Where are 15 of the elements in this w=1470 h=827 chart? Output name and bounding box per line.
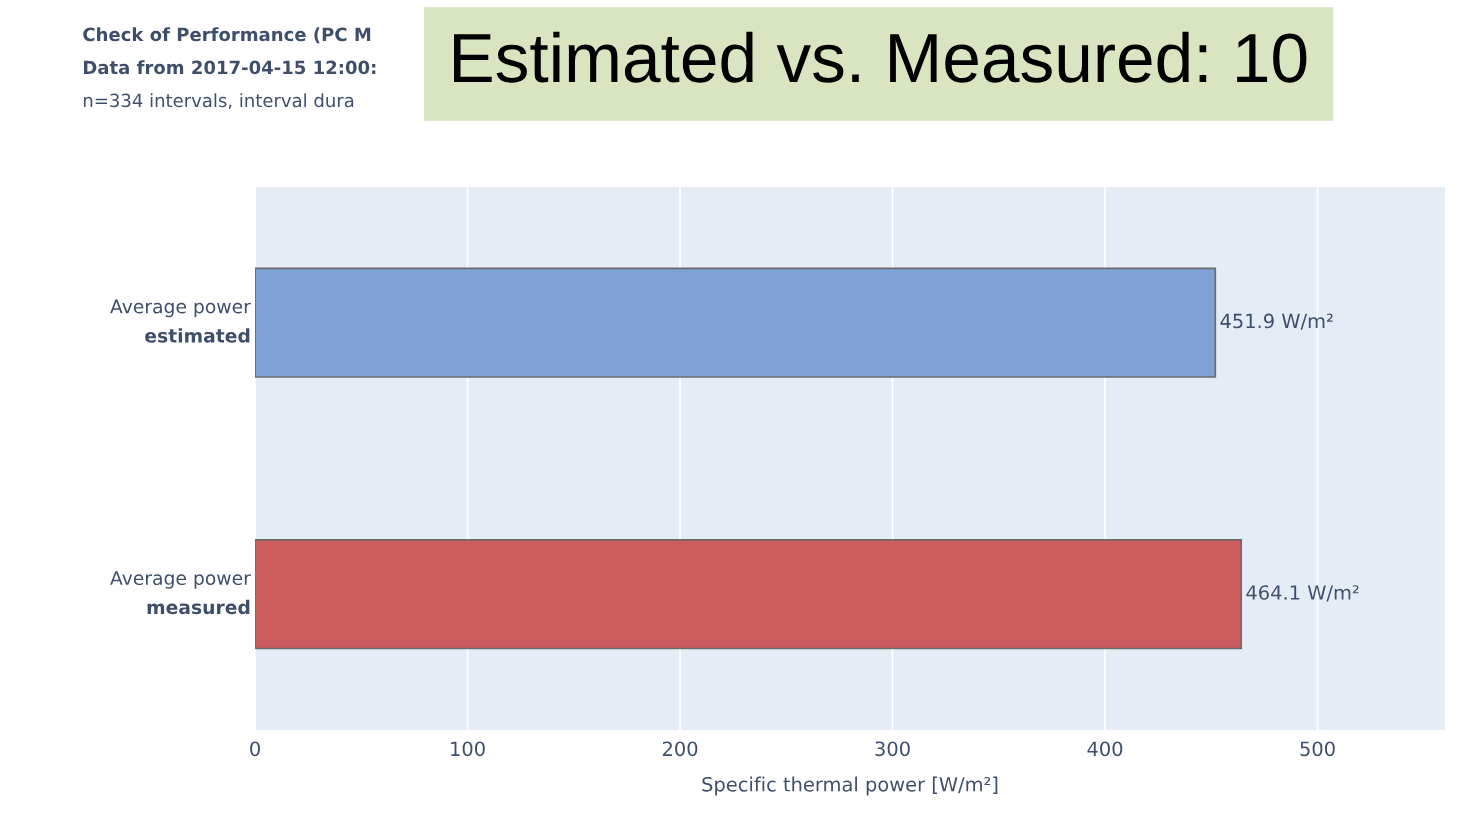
- x-tick-label: 0: [250, 741, 260, 757]
- x-tick-label: 300: [875, 741, 910, 757]
- text: Check of Performance (PC M: [83, 27, 371, 44]
- x-tick-label: 500: [1300, 741, 1335, 757]
- y-tick-label: Average power estimated: [110, 299, 251, 343]
- data-label: 451.9 W/m²: [1220, 313, 1333, 330]
- chart-title: Estimated vs. Measured: 10: [454, 31, 1307, 83]
- y-tick-label: Average power measured: [110, 571, 251, 615]
- data-label: 464.1 W/m²: [1246, 585, 1359, 602]
- text: Data from 2017-04-15 12:00:: [83, 60, 376, 75]
- text: n=334 intervals, interval dura: [83, 93, 354, 110]
- x-axis-title: Specific thermal power [W/m²]: [702, 776, 998, 796]
- x-tick-label: 200: [662, 741, 698, 757]
- x-tick-label: 100: [451, 741, 485, 757]
- x-tick-label: 400: [1087, 741, 1123, 757]
